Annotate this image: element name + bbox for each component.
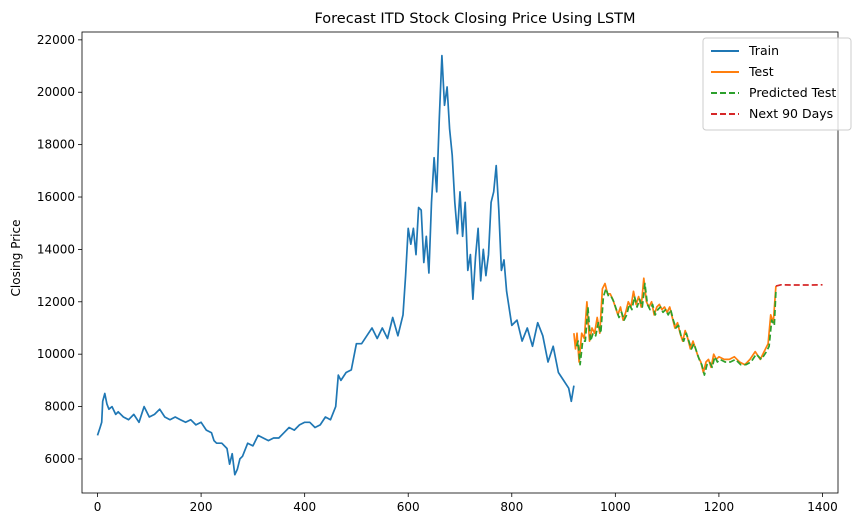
legend-label-next-90-days: Next 90 Days [749, 106, 833, 121]
series-layer [96, 54, 823, 476]
legend-box [702, 37, 852, 131]
y-tick-label: 6000 [44, 452, 75, 466]
y-tick-label: 16000 [37, 190, 75, 204]
x-tick-label: 600 [397, 500, 420, 514]
y-tick-label: 12000 [37, 295, 75, 309]
y-tick-label: 22000 [37, 33, 75, 47]
series-line-next-90-days [775, 283, 823, 287]
legend-label-train: Train [748, 43, 779, 58]
y-axis-label: Closing Price [9, 220, 23, 297]
x-tick-label: 200 [190, 500, 213, 514]
x-tick-label: 400 [293, 500, 316, 514]
series-line-train [96, 54, 575, 476]
x-tick-label: 0 [94, 500, 102, 514]
x-tick-label: 1200 [704, 500, 735, 514]
y-tick-label: 10000 [37, 347, 75, 361]
legend: Train Test Predicted Test Next 90 Days [702, 37, 852, 131]
series-line-predicted-test [575, 282, 777, 376]
x-tick-label: 800 [500, 500, 523, 514]
plot-frame [81, 31, 839, 494]
x-tick-label: 1000 [600, 500, 631, 514]
axes-layer: 0 200 400 600 800 1000 1200 1400 6000 8000 10000 12… [37, 31, 839, 514]
legend-label-test: Test [748, 64, 774, 79]
chart-title: Forecast ITD Stock Closing Price Using L… [314, 11, 635, 27]
series-line-test [573, 277, 777, 374]
y-tick-label: 20000 [37, 85, 75, 99]
y-tick-label: 18000 [37, 138, 75, 152]
y-tick-label: 8000 [44, 400, 75, 414]
y-tick-label: 14000 [37, 242, 75, 256]
x-tick-label: 1400 [807, 500, 838, 514]
legend-label-predicted-test: Predicted Test [749, 85, 836, 100]
